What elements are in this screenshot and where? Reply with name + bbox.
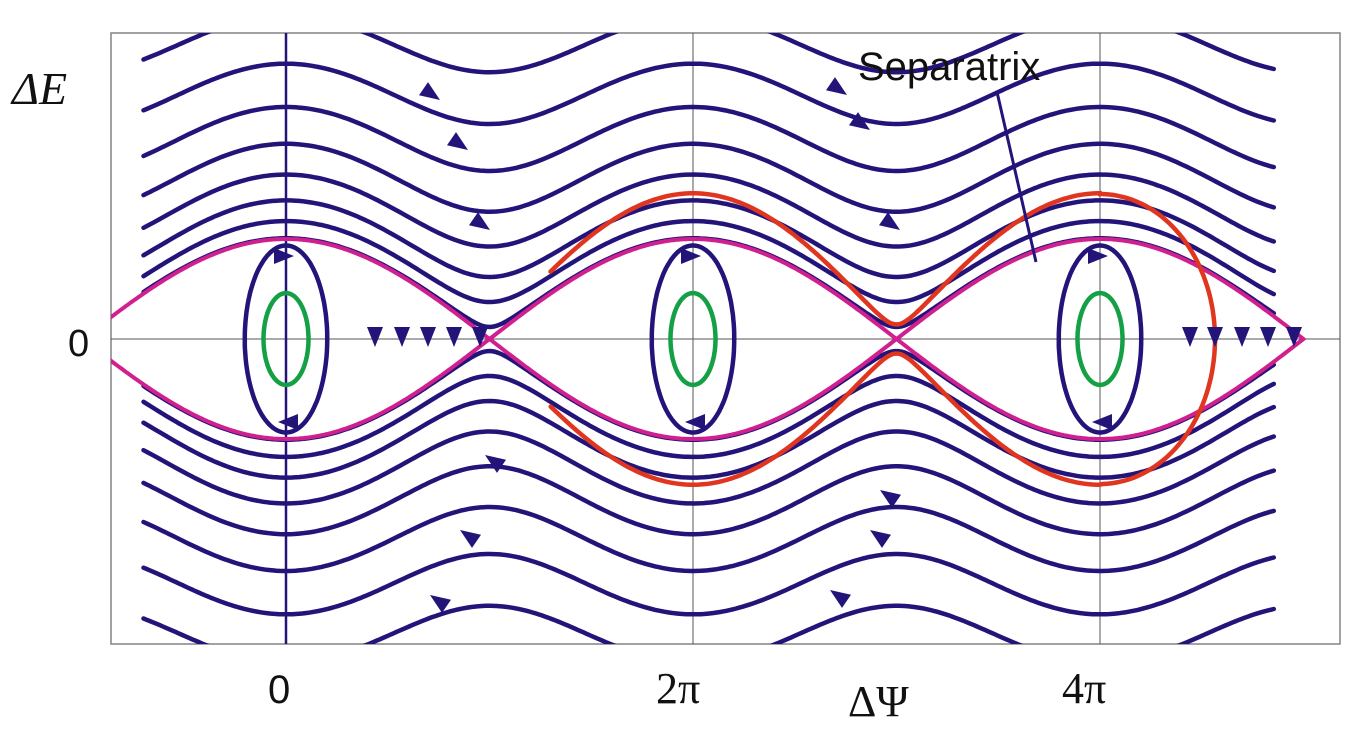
small-orbit — [261, 290, 311, 388]
arrow-head — [1092, 414, 1112, 430]
libration-orbit — [649, 243, 737, 435]
x-tick-4pi: 4π — [1062, 664, 1106, 713]
arrow-head — [446, 132, 468, 150]
arrow-head — [1088, 248, 1108, 264]
arrow-head-down — [1207, 327, 1223, 347]
rotating-trajectory-lower — [141, 429, 1277, 506]
rotating-trajectory-lower — [141, 504, 1277, 574]
x-tick-0: 0 — [268, 668, 290, 712]
rotating-trajectory-lower — [141, 464, 1277, 537]
arrow-head — [485, 455, 507, 473]
arrow-head-down — [1286, 327, 1302, 347]
small-orbit — [668, 290, 718, 388]
rotating-trajectory-lower — [141, 551, 1277, 617]
arrow-head — [460, 530, 482, 548]
separatrix-pointer — [995, 91, 1038, 263]
arrow-head-down — [420, 327, 436, 347]
rotating-trajectory-upper — [141, 198, 1277, 280]
arrow-head — [278, 414, 298, 430]
arrow-head-down — [446, 327, 462, 347]
arrow-head — [430, 595, 452, 613]
arrow-head — [468, 212, 490, 230]
arrow-head — [878, 212, 900, 230]
x-axis-label: ΔΨ — [848, 677, 909, 726]
arrow-head — [848, 112, 870, 130]
rotating-trajectory-upper — [141, 141, 1277, 214]
arrow-head — [830, 590, 852, 608]
arrow-head-down — [394, 327, 410, 347]
y-tick-zero: 0 — [68, 323, 89, 365]
y-axis-label: ΔE — [10, 63, 67, 114]
arrow-head — [880, 490, 902, 508]
separatrix-label: Separatrix — [858, 45, 1040, 89]
direction-arrows — [274, 77, 1302, 613]
arrow-head — [681, 248, 701, 264]
rotating-trajectory-lower — [141, 373, 1277, 460]
small-orbit — [1075, 290, 1125, 388]
arrow-head-down — [1182, 327, 1198, 347]
arrow-head — [825, 77, 847, 95]
libration-orbit — [1056, 243, 1144, 435]
x-tick-2pi: 2π — [656, 664, 700, 713]
arrow-head — [274, 248, 294, 264]
arrow-head — [418, 82, 440, 100]
rotating-trajectory-upper — [141, 172, 1277, 249]
rotating-trajectory-upper — [141, 104, 1277, 174]
rotating-trajectory-lower — [141, 398, 1277, 480]
arrow-head-down — [1260, 327, 1276, 347]
libration-orbit — [242, 243, 330, 435]
arrow-head — [870, 530, 892, 548]
rotating-trajectory-upper — [141, 218, 1277, 305]
arrow-head-down — [1234, 327, 1250, 347]
arrow-head-down — [367, 327, 383, 347]
arrow-head — [685, 414, 705, 430]
rotating-trajectory-upper — [141, 61, 1277, 127]
arrow-head-down — [472, 327, 488, 347]
